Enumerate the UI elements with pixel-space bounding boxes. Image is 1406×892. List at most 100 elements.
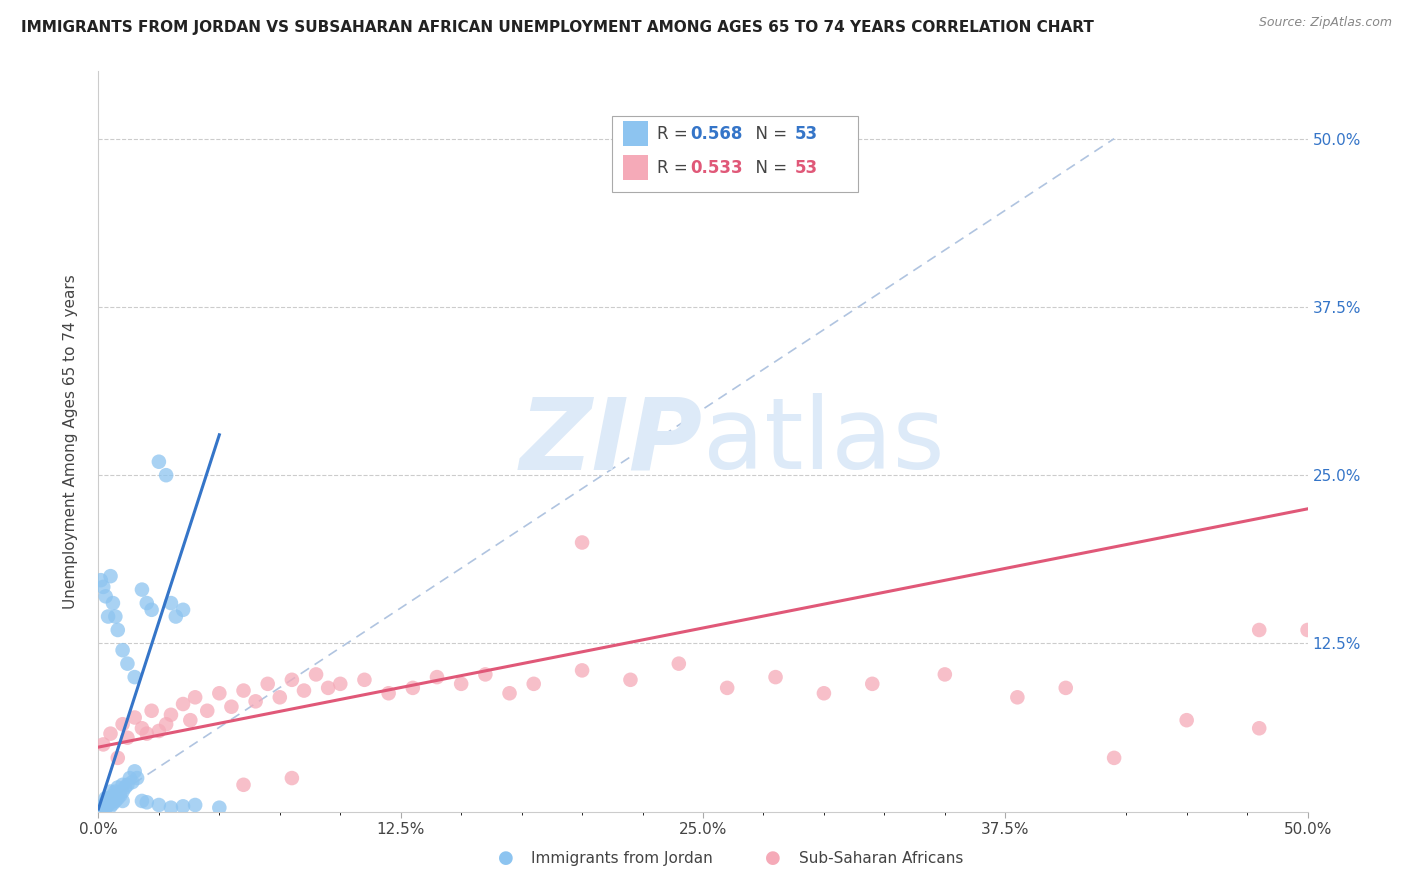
Point [160,596,183,610]
Point [1102,751,1125,765]
Point [141,603,163,617]
Point [668,657,690,671]
Point [498,686,520,700]
Point [131,582,153,597]
Point [90,805,112,819]
Point [91,738,114,752]
Point [104,609,127,624]
Point [571,535,593,549]
Point [1249,721,1271,735]
Text: ZIP: ZIP [520,393,703,490]
Point [523,677,546,691]
Point [97,609,120,624]
Point [94,791,117,805]
Point [117,657,139,671]
Point [281,673,304,687]
Point [100,784,122,798]
Text: ●: ● [765,849,782,867]
Text: ●: ● [498,849,515,867]
Point [184,690,207,705]
Text: 53: 53 [794,159,817,177]
Point [148,455,170,469]
Point [281,771,304,785]
Point [141,704,163,718]
Point [127,771,149,785]
Point [426,670,449,684]
Point [1054,681,1077,695]
Point [107,791,129,805]
Point [232,778,254,792]
Point [97,794,120,808]
Point [813,686,835,700]
Point [117,778,139,792]
Point [100,726,122,740]
Point [172,799,194,814]
Point [100,791,122,805]
Point [124,670,146,684]
Point [117,731,139,745]
Point [450,677,472,691]
Point [305,667,328,681]
Point [114,780,136,795]
Point [316,681,339,695]
Point [179,713,201,727]
Point [571,664,593,678]
Point [269,690,291,705]
Text: Sub-Saharan Africans: Sub-Saharan Africans [799,851,963,865]
Point [101,789,124,803]
Point [131,721,153,735]
Point [94,795,117,809]
Point [91,802,114,816]
Point [329,677,352,691]
Point [100,799,122,814]
Point [90,573,112,587]
Text: Source: ZipAtlas.com: Source: ZipAtlas.com [1258,16,1392,29]
Point [148,797,170,812]
Point [195,704,218,718]
Point [172,697,194,711]
Point [135,596,157,610]
Point [118,771,141,785]
Point [208,800,231,814]
Text: 0.533: 0.533 [690,159,742,177]
Point [100,569,122,583]
Text: R =: R = [657,125,693,143]
Point [860,677,883,691]
Point [160,800,183,814]
Point [377,686,399,700]
Point [97,797,120,812]
Point [619,673,641,687]
Point [124,710,146,724]
Point [256,677,278,691]
Point [474,667,496,681]
Point [160,707,183,722]
Point [184,797,207,812]
Text: N =: N = [745,159,793,177]
Point [232,683,254,698]
Point [1249,623,1271,637]
Point [131,794,153,808]
Point [221,699,243,714]
Point [402,681,425,695]
Point [104,794,127,808]
Point [94,800,117,814]
Point [124,764,146,779]
Point [135,726,157,740]
Point [1296,623,1319,637]
Point [111,643,134,657]
Point [94,590,117,604]
Text: N =: N = [745,125,793,143]
Text: atlas: atlas [703,393,945,490]
Point [172,603,194,617]
Text: 0.568: 0.568 [690,125,742,143]
Point [208,686,231,700]
Point [111,778,134,792]
Y-axis label: Unemployment Among Ages 65 to 74 years: Unemployment Among Ages 65 to 74 years [63,274,77,609]
Point [1007,690,1029,705]
Point [765,670,787,684]
Point [245,694,267,708]
Point [135,795,157,809]
Point [353,673,375,687]
Point [91,797,114,812]
Point [155,717,177,731]
